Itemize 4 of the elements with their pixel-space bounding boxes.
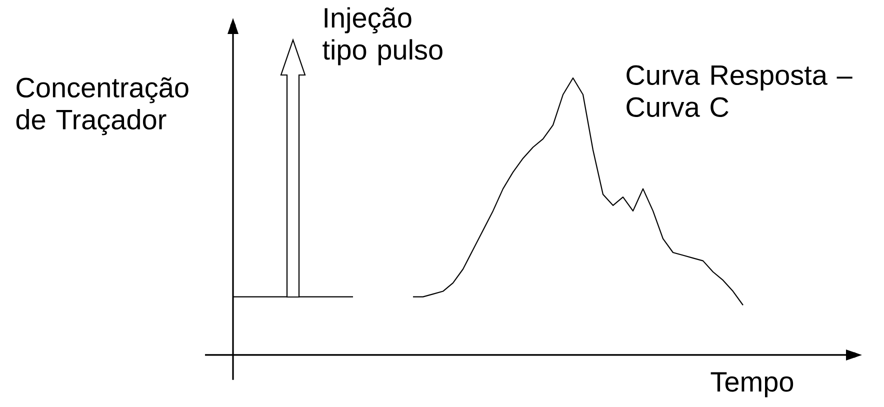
text: Injeção tipo pulso <box>322 7 442 66</box>
y-axis-title: Concentração de Traçador <box>16 77 188 136</box>
annotation: Curva Resposta – Curva C <box>626 65 852 118</box>
x-axis-title: Tempo <box>710 372 794 398</box>
